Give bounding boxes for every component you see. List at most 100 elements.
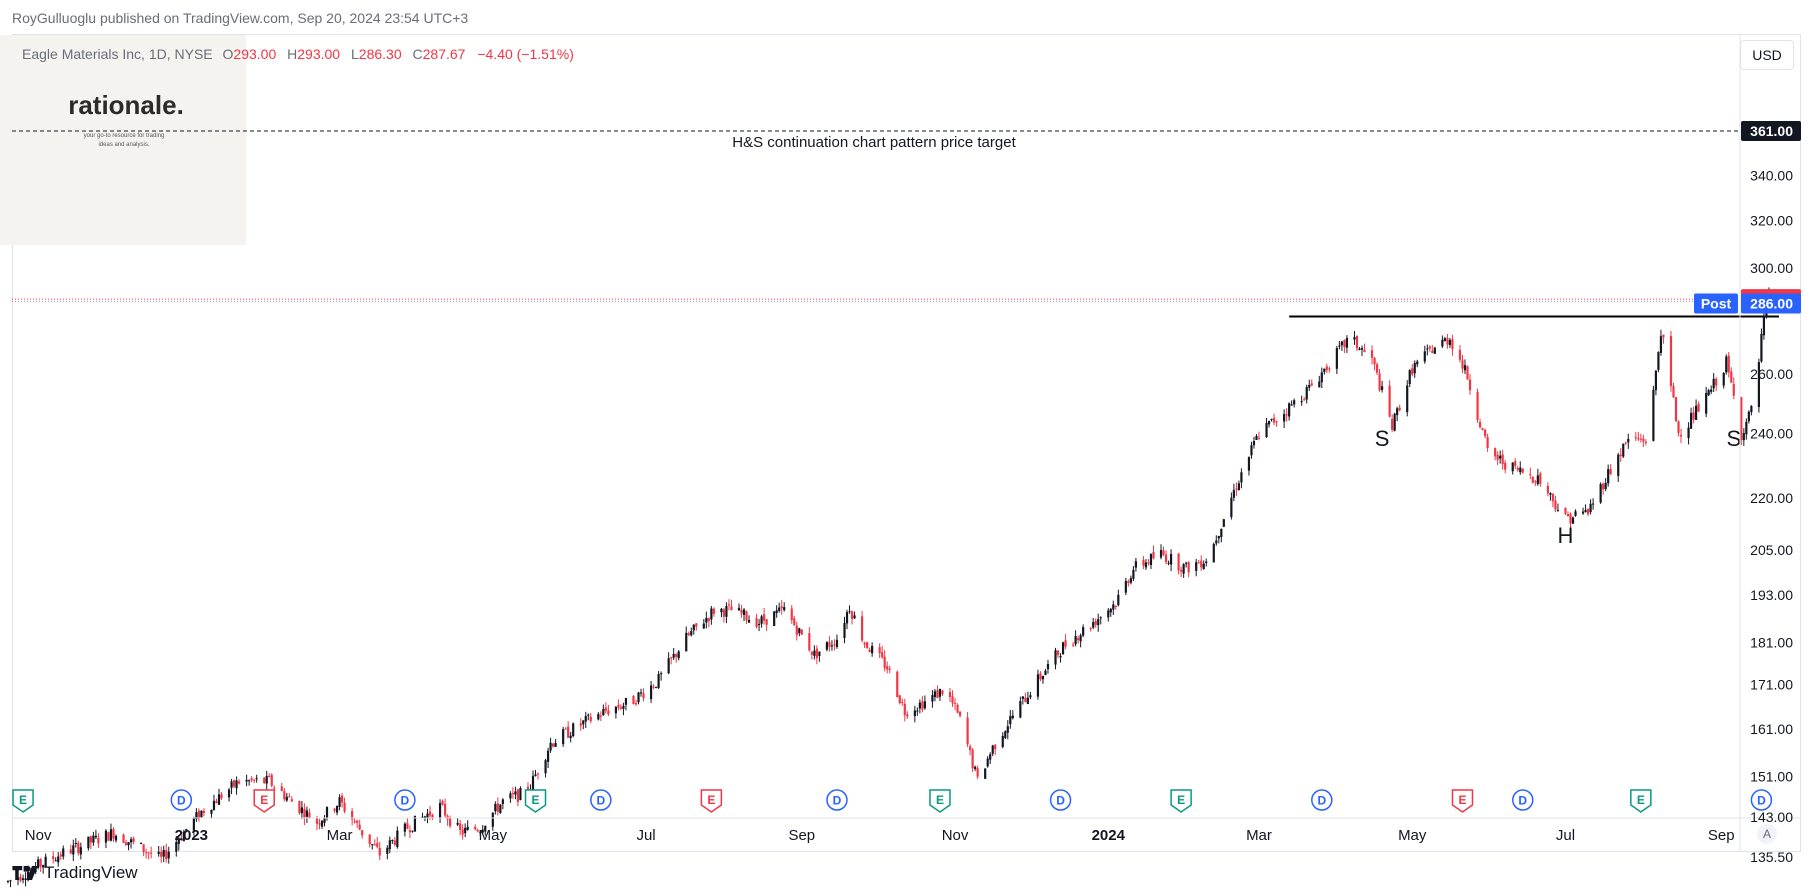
candle: [1637, 431, 1640, 441]
candle: [1185, 561, 1188, 568]
candle-body: [933, 691, 937, 697]
dividend-marker[interactable]: D: [394, 789, 416, 811]
candle-body: [1740, 397, 1743, 441]
candle-body: [109, 829, 113, 841]
candle: [1398, 404, 1401, 412]
candle-body: [124, 842, 128, 846]
candle-body: [1323, 368, 1326, 372]
candle: [1679, 428, 1683, 444]
target-price-tag-box: [1741, 121, 1801, 142]
dividend-marker[interactable]: D: [590, 789, 612, 811]
candle-body: [1147, 562, 1150, 564]
candle: [730, 599, 733, 611]
dividend-marker[interactable]: D: [1049, 789, 1072, 811]
candle-body: [918, 702, 921, 709]
candle: [320, 820, 324, 829]
earnings-marker[interactable]: E: [12, 789, 34, 813]
candle: [235, 776, 238, 795]
earnings-marker[interactable]: E: [700, 789, 723, 813]
candle-body: [652, 686, 655, 688]
candle: [1433, 346, 1436, 354]
candle-body: [122, 834, 125, 844]
dividend-circle-icon: [1512, 789, 1534, 811]
candle-body: [1476, 391, 1479, 420]
candle-body: [1745, 421, 1748, 435]
candle-body: [413, 815, 417, 832]
candle: [182, 829, 185, 842]
candle-body: [818, 651, 821, 656]
candle-body: [534, 774, 537, 776]
candle: [217, 788, 221, 806]
candle: [1275, 420, 1278, 427]
dividend-marker[interactable]: D: [170, 789, 193, 811]
earnings-marker[interactable]: E: [253, 789, 275, 813]
candle: [431, 813, 434, 820]
candle-body: [59, 854, 62, 857]
candle: [202, 808, 206, 817]
earnings-marker[interactable]: E: [1630, 789, 1652, 813]
candle: [551, 742, 555, 748]
candle: [1325, 363, 1328, 374]
candle: [1622, 443, 1625, 459]
candle-body: [426, 813, 429, 819]
candle: [1378, 368, 1381, 392]
candle-body: [1504, 462, 1507, 470]
candle: [1345, 335, 1349, 353]
candle-body: [52, 856, 55, 860]
candle: [815, 645, 818, 665]
candle-body: [1463, 365, 1467, 371]
candle: [1411, 364, 1414, 377]
earnings-marker[interactable]: E: [1170, 789, 1192, 813]
dividend-marker[interactable]: D: [1750, 789, 1773, 811]
candle-body: [112, 829, 115, 839]
target-price-tag: 361.00: [1750, 123, 1793, 139]
earnings-marker[interactable]: E: [1451, 789, 1474, 813]
candle-body: [569, 735, 572, 739]
candle: [285, 792, 288, 802]
candle-body: [403, 823, 406, 832]
earnings-marker[interactable]: E: [524, 789, 547, 813]
candle: [1267, 420, 1271, 428]
earnings-marker[interactable]: E: [929, 789, 951, 813]
candle: [833, 639, 836, 651]
dividend-marker[interactable]: D: [826, 789, 848, 811]
candle: [308, 808, 311, 819]
dividend-marker[interactable]: D: [1512, 789, 1534, 811]
candle-body: [107, 832, 110, 841]
candle-body: [1672, 386, 1675, 398]
candle-body: [1536, 475, 1539, 484]
candle: [871, 642, 874, 657]
candle: [1230, 492, 1233, 520]
candle-body: [1468, 379, 1472, 391]
candle-body: [501, 799, 504, 804]
candle-body: [1695, 405, 1698, 420]
candle-body: [1250, 445, 1253, 456]
candle: [740, 604, 743, 618]
candle: [283, 787, 286, 802]
earnings-pentagon-icon: [929, 789, 951, 813]
candle-body: [94, 835, 97, 838]
candle: [1283, 409, 1286, 429]
candle-body: [1009, 716, 1012, 725]
candle-body: [1252, 441, 1256, 446]
candle-body: [147, 852, 150, 854]
candle-body: [459, 823, 462, 830]
auto-scale-button[interactable]: A: [1757, 824, 1777, 844]
candle: [808, 627, 811, 652]
candle-body: [1624, 442, 1627, 444]
candle: [991, 744, 994, 757]
currency-button[interactable]: USD: [1740, 40, 1794, 70]
candle-body: [87, 836, 90, 849]
candle-body: [1215, 540, 1218, 544]
candle: [1423, 345, 1426, 364]
candle-body: [1569, 513, 1572, 524]
candle-body: [795, 625, 798, 636]
candle-body: [1360, 348, 1364, 350]
x-tick-label: Sep: [788, 827, 815, 844]
dividend-marker[interactable]: D: [1311, 789, 1333, 811]
candle: [197, 808, 200, 822]
tradingview-footer[interactable]: TradingView: [12, 863, 138, 883]
candle: [361, 830, 364, 839]
